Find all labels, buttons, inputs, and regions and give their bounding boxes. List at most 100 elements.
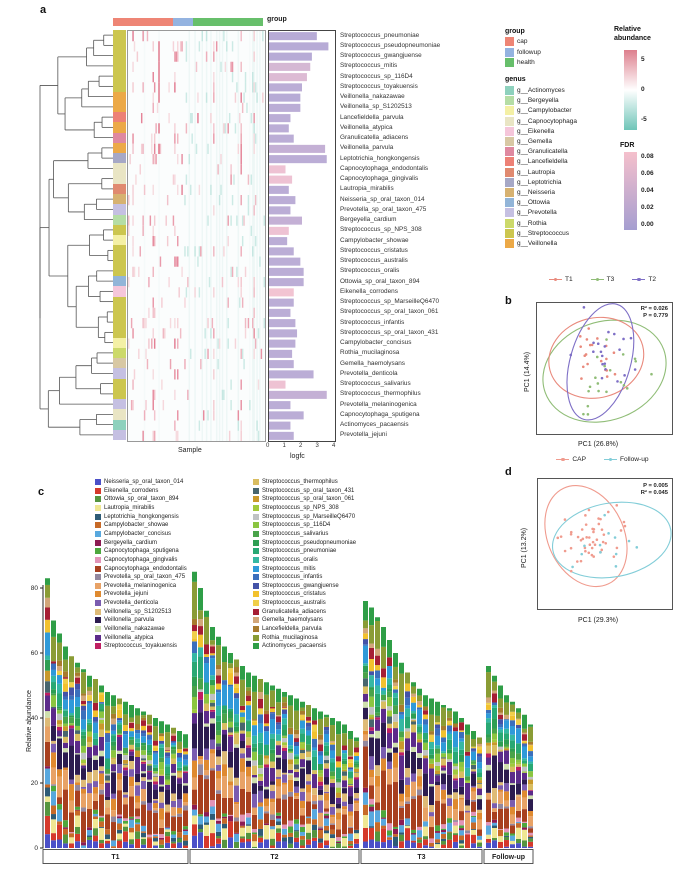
legend-label: g__Bergeyella	[517, 97, 559, 105]
legend-label: Streptococcus_mitis	[262, 565, 316, 572]
legend-label: Streptococcus_gwangjuense	[262, 582, 339, 589]
legend-label: Prevotella_sp_oral_taxon_475	[104, 574, 186, 581]
stacked-legend-item: Streptococcus_oralis	[253, 556, 318, 563]
stacked-legend-item: Campylobacter_showae	[95, 522, 169, 529]
legend-swatch	[95, 608, 101, 615]
genus-strip-cell	[113, 399, 126, 410]
genus-strip-cell	[113, 60, 126, 71]
genus-strip-cell	[113, 235, 126, 246]
stacked-legend-item: Streptococcus_sp_oral_taxon_431	[253, 487, 355, 494]
svg-text:T2: T2	[270, 854, 278, 861]
legend-label: g__Granulicatella	[517, 148, 568, 156]
species-name: Prevotella_sp_oral_taxon_475	[340, 205, 427, 213]
legend-swatch	[505, 188, 514, 197]
species-name: Streptococcus_sp_MarseilleQ6470	[340, 298, 440, 306]
legend-swatch	[505, 167, 514, 177]
species-name: Streptococcus_infantis	[340, 318, 405, 326]
stacked-legend-item: Streptococcus_pseudopneumoniae	[253, 539, 356, 546]
legend-swatch	[95, 591, 101, 598]
legend-label: g__Streptococcus	[517, 229, 570, 237]
legend-label: g__Lautropia	[517, 168, 555, 176]
svg-text:T3: T3	[417, 854, 425, 861]
legend-swatch	[505, 137, 514, 146]
legend-swatch	[505, 106, 514, 116]
genus-strip-cell	[113, 194, 126, 205]
legend-swatch	[253, 591, 259, 598]
logfc-tick: 3	[315, 443, 319, 449]
legend-swatch	[95, 496, 101, 503]
genus-strip-cell	[113, 327, 126, 338]
relabund-tick: 0	[641, 86, 645, 93]
legend-label: Neisseria_sp_oral_taxon_014	[104, 479, 184, 485]
legend-label: Actinomyces_pacaensis	[262, 643, 327, 650]
legend-label: Prevotella_denticola	[104, 600, 159, 607]
stacked-legend-item: Capnocytophaga_gingivalis	[95, 556, 177, 563]
genus-strip-cell	[113, 50, 126, 61]
legend-label: Lautropia_mirabilis	[104, 504, 155, 511]
stacked-legend-item: Streptococcus_infantis	[253, 574, 322, 581]
stacked-legend-item: Streptococcus_australis	[253, 600, 326, 607]
legend-swatch	[505, 239, 514, 248]
legend-label: Veillonella_sp_S1202513	[104, 608, 172, 615]
species-name: Capnocytophaga_gingivalis	[340, 175, 419, 183]
stacked-legend-item: Streptococcus_sp_NPS_308	[253, 504, 339, 511]
legend-swatch	[253, 556, 259, 563]
stacked-legend-item: Streptococcus_thermophilus	[253, 479, 338, 485]
stacked-legend-item: Campylobacter_concisus	[95, 530, 171, 537]
fdr-tick: 0.08	[641, 153, 654, 160]
legend-genus-title: genus	[505, 76, 526, 83]
stacked-legend-item: Streptococcus_pneumoniae	[253, 548, 336, 555]
pca-b-plot	[542, 303, 667, 423]
legend-label: Streptococcus_thermophilus	[262, 479, 338, 485]
legend-swatch	[505, 116, 514, 126]
legend-label: Leptotrichia_hongkongensis	[104, 513, 179, 520]
genus-strip-cell	[113, 337, 126, 348]
stacked-legend-item: Prevotella_melaninogenica	[95, 582, 176, 589]
legend-label: Streptococcus_sp_oral_taxon_431	[262, 487, 355, 494]
species-name: Streptococcus_sp_oral_taxon_431	[340, 328, 439, 336]
genus-strip-cell	[113, 91, 126, 102]
stacked-legend-item: Rothia_mucilaginosa	[253, 634, 318, 641]
genus-strip-cell	[113, 153, 126, 164]
species-name: Campylobacter_showae	[340, 236, 409, 244]
legend-swatch	[253, 617, 259, 624]
species-name: Granulicatella_adiacens	[340, 134, 409, 142]
stacked-legend-item: Eikenella_corrodens	[95, 487, 158, 494]
legend-label: Campylobacter_showae	[104, 522, 169, 529]
stacked-legend-item: Streptococcus_toyakuensis	[95, 643, 177, 650]
legend-swatch	[505, 198, 514, 208]
pca-b-xlabel: PC1 (26.8%)	[578, 441, 619, 448]
stacked-legend-item: Streptococcus_mitis	[253, 565, 316, 572]
genus-strip-cell	[113, 132, 126, 143]
legend-genus-item: g__Gemella	[505, 137, 552, 146]
svg-text:60: 60	[31, 650, 39, 657]
legend-label: Prevotella_jejuni	[104, 591, 149, 598]
legend-label: g__Prevotella	[517, 209, 557, 217]
legend-genus-item: g__Lancefieldella	[505, 157, 568, 167]
legend-swatch	[505, 228, 514, 238]
legend-label: g__Neisseria	[517, 189, 555, 196]
legend-swatch	[253, 574, 259, 581]
genus-strip-cell	[113, 40, 126, 51]
legend-swatch	[505, 58, 514, 67]
pca-legend-item-T3: T3	[590, 276, 614, 283]
legend-swatch	[253, 479, 259, 485]
species-name: Streptococcus_salivarius	[340, 380, 411, 388]
species-name: Streptococcus_pseudopneumoniae	[340, 41, 441, 49]
pca-b-legend: T1 T3 T2	[515, 276, 690, 283]
legend-label: g__Veillonella	[517, 240, 558, 247]
legend-swatch	[505, 37, 514, 46]
stacked-legend-item: Veillonella_sp_S1202513	[95, 608, 172, 615]
stacked-legend-item: Veillonella_atypica	[95, 634, 153, 641]
stacked-legend-item: Streptococcus_cristatus	[253, 591, 326, 598]
legend-marker	[556, 457, 570, 462]
legend-label: g__Actinomyces	[517, 87, 565, 94]
legend-swatch	[95, 574, 101, 581]
species-name: Neisseria_sp_oral_taxon_014	[340, 195, 425, 203]
legend-swatch	[253, 548, 259, 555]
legend-swatch	[253, 634, 259, 641]
stacked-bar-chart: 0 20 40 60 80 T1 T2 T3 Follow-up	[31, 571, 534, 864]
panel-c-label: c	[38, 486, 45, 498]
legend-genus-item: g__Neisseria	[505, 188, 555, 197]
legend-swatch	[505, 157, 514, 167]
